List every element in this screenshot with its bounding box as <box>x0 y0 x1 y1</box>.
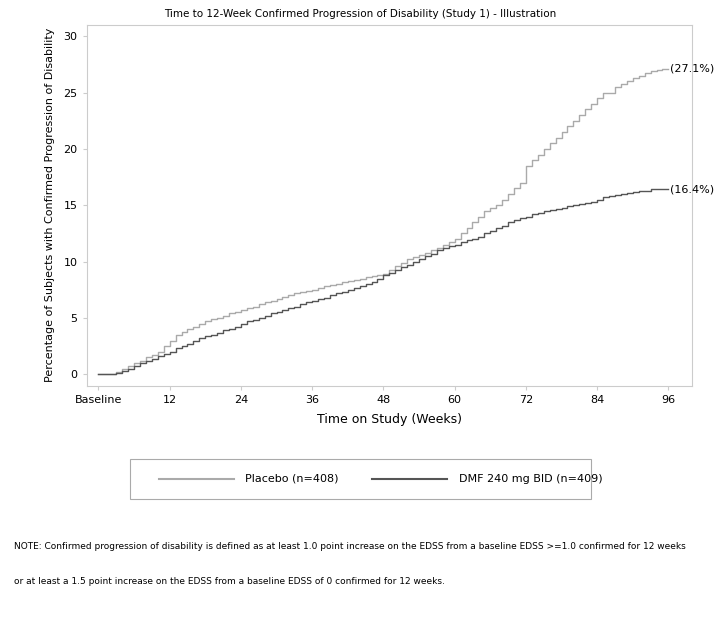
DMF 240 mg BID (n=409) <box>616 190 625 198</box>
Text: Time to 12-Week Confirmed Progression of Disability (Study 1) - Illustration: Time to 12-Week Confirmed Progression of… <box>164 9 557 19</box>
Placebo (n=408) <box>616 80 625 87</box>
DMF 240 mg BID (n=409) <box>94 371 102 378</box>
Text: (16.4%): (16.4%) <box>670 185 714 195</box>
Line: Placebo (n=408): Placebo (n=408) <box>98 69 668 374</box>
Line: DMF 240 mg BID (n=409): DMF 240 mg BID (n=409) <box>98 190 668 374</box>
Placebo (n=408) <box>177 328 186 335</box>
Placebo (n=408) <box>664 65 673 73</box>
DMF 240 mg BID (n=409) <box>385 269 394 277</box>
Placebo (n=408) <box>94 371 102 378</box>
Text: DMF 240 mg BID (n=409): DMF 240 mg BID (n=409) <box>459 474 602 484</box>
Text: Placebo (n=408): Placebo (n=408) <box>245 474 339 484</box>
Placebo (n=408) <box>385 266 394 273</box>
Text: NOTE: Confirmed progression of disability is defined as at least 1.0 point incre: NOTE: Confirmed progression of disabilit… <box>14 542 686 550</box>
DMF 240 mg BID (n=409) <box>343 286 352 294</box>
Y-axis label: Percentage of Subjects with Confirmed Progression of Disability: Percentage of Subjects with Confirmed Pr… <box>45 28 55 383</box>
Text: (27.1%): (27.1%) <box>670 64 714 74</box>
DMF 240 mg BID (n=409) <box>177 343 186 350</box>
Placebo (n=408) <box>343 277 352 284</box>
Placebo (n=408) <box>658 65 667 73</box>
DMF 240 mg BID (n=409) <box>260 312 269 320</box>
Placebo (n=408) <box>260 299 269 306</box>
DMF 240 mg BID (n=409) <box>646 186 655 193</box>
Placebo (n=408) <box>403 256 412 263</box>
X-axis label: Time on Study (Weeks): Time on Study (Weeks) <box>317 413 462 426</box>
Text: or at least a 1.5 point increase on the EDSS from a baseline EDSS of 0 confirmed: or at least a 1.5 point increase on the … <box>14 577 446 585</box>
DMF 240 mg BID (n=409) <box>403 261 412 269</box>
DMF 240 mg BID (n=409) <box>664 186 673 193</box>
